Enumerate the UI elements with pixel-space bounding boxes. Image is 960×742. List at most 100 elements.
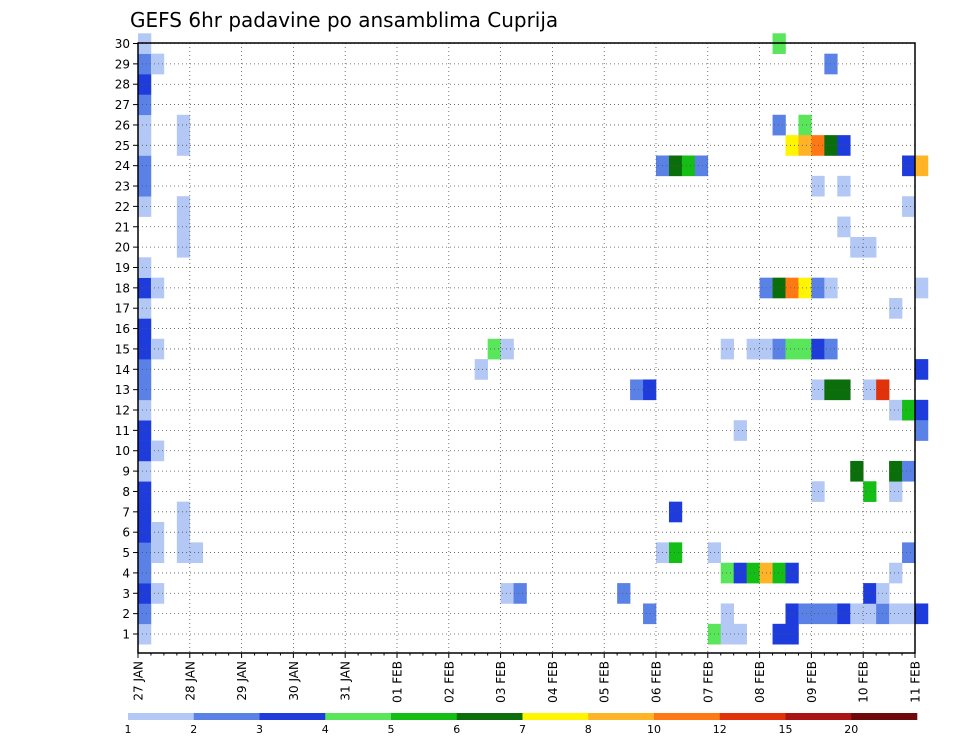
heatmap-cell	[837, 216, 851, 238]
heatmap-cell	[138, 399, 152, 421]
heatmap-cell	[150, 53, 165, 75]
heatmap-cell	[176, 542, 191, 564]
colorbar-swatch	[128, 713, 195, 720]
heatmap-cell	[785, 277, 799, 299]
heatmap-cell	[138, 562, 152, 584]
heatmap-cell	[617, 583, 631, 604]
heatmap-cell	[138, 522, 152, 543]
y-tick-label: 21	[115, 220, 130, 234]
x-tick-label: 09 FEB	[805, 661, 819, 703]
heatmap-cell	[837, 175, 851, 197]
heatmap-cell	[915, 399, 929, 421]
colorbar-swatch	[851, 713, 918, 720]
heatmap-cell	[915, 277, 929, 299]
colorbar-level-label: 1	[125, 723, 132, 736]
heatmap-cell	[863, 603, 877, 625]
colorbar-swatch	[522, 713, 589, 720]
heatmap-cell	[668, 501, 683, 523]
heatmap-cell	[150, 277, 165, 299]
heatmap-cell	[915, 359, 929, 380]
heatmap-cell	[681, 155, 696, 177]
heatmap-cell	[138, 94, 152, 116]
heatmap-cell	[863, 481, 877, 502]
heatmap-cell	[785, 623, 799, 645]
x-tick-label: 11 FEB	[909, 661, 923, 703]
heatmap-cell	[863, 236, 877, 258]
x-tick-label: 30 JAN	[287, 661, 301, 701]
heatmap-cell	[902, 542, 916, 564]
y-tick-label: 27	[115, 98, 130, 112]
colorbar-level-label: 4	[322, 723, 329, 736]
heatmap-cell	[176, 236, 191, 258]
heatmap-cell	[785, 603, 799, 625]
colorbar-swatch	[588, 713, 655, 720]
y-tick-label: 9	[122, 465, 130, 479]
colorbar-level-label: 6	[453, 723, 460, 736]
y-tick-label: 19	[115, 261, 130, 275]
x-tick-label: 04 FEB	[546, 661, 560, 703]
heatmap-cell	[474, 359, 488, 380]
colorbar-level-label: 15	[779, 723, 793, 736]
cells-layer	[138, 33, 929, 645]
colorbar-level-label: 20	[844, 723, 858, 736]
heatmap-cell	[176, 216, 191, 238]
heatmap-cell	[772, 277, 786, 299]
colorbar-swatch	[259, 713, 326, 720]
heatmap-cell	[513, 583, 527, 604]
heatmap-cell	[138, 135, 152, 156]
heatmap-cell	[902, 460, 916, 482]
heatmap-cell	[668, 542, 683, 564]
y-tick-label: 1	[122, 628, 130, 642]
heatmap-cell	[746, 562, 760, 584]
heatmap-cell	[138, 175, 152, 197]
x-tick-label: 05 FEB	[598, 661, 612, 703]
heatmap-cell	[798, 338, 812, 360]
y-tick-label: 15	[115, 342, 130, 356]
heatmap-cell	[138, 114, 152, 136]
y-tick-label: 26	[115, 118, 130, 132]
y-tick-label: 24	[115, 159, 130, 173]
heatmap-cell	[863, 583, 877, 604]
heatmap-cell	[643, 603, 657, 625]
heatmap-cell	[785, 338, 799, 360]
heatmap-cell	[138, 318, 152, 340]
heatmap-cell	[915, 420, 929, 441]
heatmap-cell	[720, 338, 734, 360]
x-tick-label: 02 FEB	[442, 661, 456, 703]
heatmap-cell	[785, 562, 799, 584]
heatmap-cell	[176, 522, 191, 543]
colorbar-swatch	[391, 713, 458, 720]
y-tick-label: 23	[115, 180, 130, 194]
heatmap-cell	[902, 155, 916, 177]
y-tick-label: 6	[122, 526, 130, 540]
heatmap-cell	[746, 338, 760, 360]
heatmap-cell	[863, 379, 877, 401]
heatmap-cell	[785, 135, 799, 156]
x-tick-label: 28 JAN	[183, 661, 197, 701]
x-tick-label: 03 FEB	[494, 661, 508, 703]
heatmap-cell	[837, 603, 851, 625]
colorbar-swatch	[325, 713, 392, 720]
heatmap-cell	[500, 338, 514, 360]
heatmap-cell	[138, 379, 152, 401]
heatmap-cell	[915, 155, 929, 177]
x-tick-label: 01 FEB	[391, 661, 405, 703]
y-tick-label: 5	[122, 546, 130, 560]
heatmap-cell	[733, 562, 747, 584]
y-tick-label: 29	[115, 57, 130, 71]
x-tick-label: 27 JAN	[132, 661, 146, 701]
heatmap-cell	[850, 236, 864, 258]
heatmap-cell	[720, 603, 734, 625]
heatmap-cell	[138, 74, 152, 95]
x-tick-label: 07 FEB	[701, 661, 715, 703]
y-tick-label: 20	[115, 241, 130, 255]
heatmap-cell	[772, 338, 786, 360]
heatmap-cell	[889, 298, 903, 319]
x-tick-label: 08 FEB	[753, 661, 767, 703]
y-axis: 1234567891011121314151617181920212223242…	[115, 37, 138, 642]
heatmap-cell	[915, 603, 929, 625]
heatmap-cell	[138, 583, 152, 604]
heatmap-cell	[720, 562, 734, 584]
chart-title: GEFS 6hr padavine po ansamblima Cuprija	[130, 8, 558, 32]
